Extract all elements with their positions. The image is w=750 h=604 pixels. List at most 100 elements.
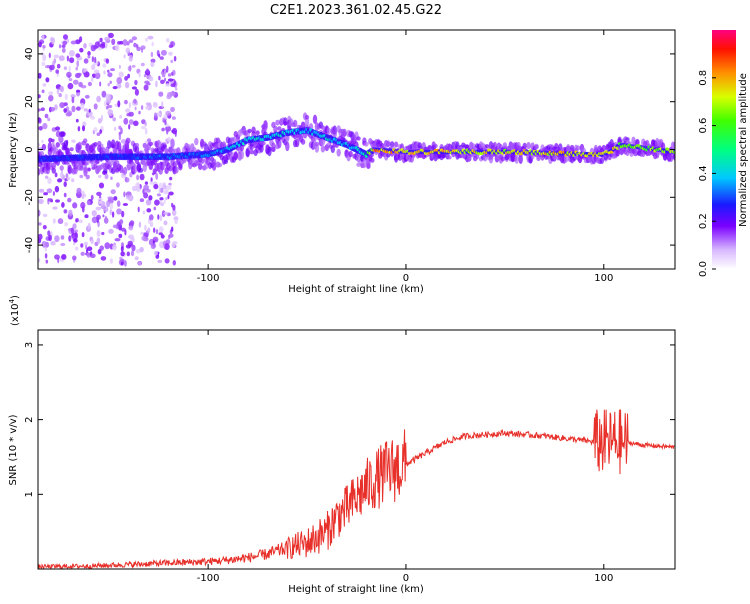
spectrogram-speckle: [140, 105, 144, 110]
spectrogram-speckle: [80, 85, 87, 89]
spectrogram-speckle: [166, 137, 171, 142]
spectrogram-speckle: [171, 241, 176, 248]
spectrogram-speckle: [72, 223, 77, 230]
spectrogram-speckle: [107, 72, 113, 78]
spectrogram-speckle: [142, 210, 146, 215]
spectrogram-speckle: [167, 194, 170, 200]
spectrogram-speckle: [73, 79, 79, 85]
spectrogram-speckle: [79, 47, 84, 53]
spectrogram-speckle: [57, 63, 61, 69]
spectrogram-halo: [192, 147, 197, 153]
spectrogram-speckle: [153, 227, 156, 233]
spectrogram-speckle: [98, 200, 103, 205]
spectrogram-speckle: [58, 135, 64, 143]
spectrogram-speckle: [138, 110, 141, 115]
spectrogram-speckle: [80, 102, 85, 110]
snr-xtick-label: -100: [197, 573, 220, 584]
spectrogram-speckle: [148, 76, 154, 82]
spectrogram-halo: [514, 154, 519, 164]
spectrogram-speckle: [54, 185, 60, 193]
spectrogram-speckle: [148, 195, 153, 201]
spectrogram-speckle: [99, 245, 104, 251]
spectrogram-speckle: [150, 177, 153, 182]
spectrogram-speckle: [97, 47, 103, 51]
spectrogram-speckle: [90, 115, 96, 120]
spectrogram-speckle: [137, 206, 140, 213]
spectrogram-speckle: [153, 183, 159, 190]
spectrogram-halo: [73, 164, 78, 175]
spectrogram-halo: [263, 122, 268, 132]
spectrogram-speckle: [167, 73, 172, 77]
spectrogram-halo: [304, 114, 310, 120]
spectrogram-halo: [132, 164, 138, 174]
spectrogram-speckle: [138, 71, 141, 78]
spectrogram-halo: [502, 142, 508, 149]
spectrogram-speckle: [96, 214, 101, 220]
spectrogram-halo: [178, 163, 183, 171]
spectrogram-halo: [128, 150, 134, 155]
spectrogram-speckle: [87, 55, 91, 59]
spectrogram-speckle: [168, 184, 172, 191]
spectrogram-speckle: [67, 82, 74, 90]
spectrogram-halo: [223, 159, 229, 164]
spectrogram-speckle: [168, 234, 171, 240]
spectrogram-speckle: [42, 225, 47, 230]
spectrogram-halo: [304, 117, 310, 127]
spectrogram-speckle: [116, 208, 122, 215]
spectrogram-halo: [312, 114, 318, 125]
spectrogram-speckle: [54, 254, 60, 260]
spectrogram-speckle: [38, 126, 43, 131]
spectrogram-halo: [200, 157, 205, 164]
snr-xtick-label: 100: [594, 573, 613, 584]
spectrogram-speckle: [54, 235, 60, 243]
spectrogram-speckle: [40, 107, 45, 111]
spectrogram-halo: [107, 140, 112, 149]
spectrogram-speckle: [171, 202, 174, 208]
spectrogram-speckle: [144, 37, 148, 42]
spectrogram-speckle: [112, 244, 117, 251]
spectrogram-halo: [79, 165, 84, 171]
spectrogram-speckle: [116, 200, 121, 207]
colorbar-tick-label: 0.4: [698, 165, 709, 181]
spectrogram-speckle: [171, 226, 174, 232]
spectrogram-speckle: [76, 218, 79, 223]
spectrogram-speckle: [131, 86, 137, 90]
spectrogram-speckle: [57, 178, 63, 183]
spectrogram-speckle: [83, 71, 90, 78]
spectrogram-speckle: [108, 32, 114, 39]
spectrogram-ytick-label: -20: [24, 189, 35, 205]
spectrogram-speckle: [148, 238, 154, 246]
spectrogram-speckle: [128, 39, 134, 43]
spectrogram-speckle: [120, 139, 127, 144]
spectrogram-speckle: [141, 235, 146, 241]
spectrogram-speckle: [44, 253, 48, 259]
spectrogram-speckle: [86, 246, 93, 251]
spectrogram-speckle: [48, 94, 54, 102]
spectrogram-speckle: [104, 215, 108, 222]
spectrogram-speckle: [170, 59, 174, 64]
spectrogram-speckle: [163, 68, 167, 76]
spectrogram-speckle: [127, 194, 134, 202]
spectrogram-speckle: [125, 108, 131, 113]
spectrogram-speckle: [109, 208, 113, 216]
spectrogram-speckle: [163, 199, 166, 204]
spectrogram-speckle: [158, 91, 164, 97]
spectrogram-speckle: [164, 77, 166, 82]
spectrogram-speckle: [161, 101, 164, 108]
colorbar-gradient: [712, 30, 736, 269]
snr-frame: [37, 329, 676, 570]
spectrogram-speckle: [120, 127, 123, 135]
spectrogram-halo: [59, 165, 64, 171]
spectrogram-speckle: [133, 42, 137, 48]
spectrogram-speckle: [63, 192, 67, 198]
spectrogram-speckle: [116, 182, 120, 188]
spectrogram-speckle: [47, 117, 51, 122]
spectrogram-speckle: [171, 116, 176, 120]
spectrogram-speckle: [47, 177, 52, 185]
spectrogram-halo: [164, 148, 169, 155]
spectrogram-speckle: [166, 38, 170, 43]
spectrogram-speckle: [100, 256, 107, 261]
spectrogram-speckle: [44, 113, 49, 119]
spectrogram-speckle: [76, 187, 82, 195]
spectrogram-speckle: [138, 261, 141, 266]
